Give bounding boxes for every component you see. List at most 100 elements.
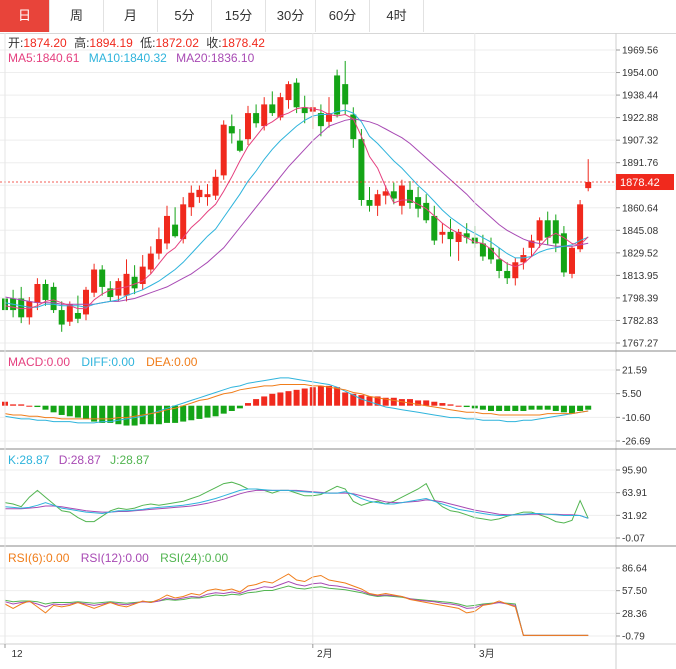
candle-body (585, 182, 592, 189)
tab-2[interactable]: 月 (104, 0, 158, 32)
macd-bar (83, 405, 89, 419)
tab-6[interactable]: 60分 (316, 0, 370, 32)
macd-bar (358, 395, 365, 406)
y-tick-label: 1969.56 (622, 46, 659, 57)
k-line (4, 488, 589, 519)
tab-7[interactable]: 4时 (370, 0, 424, 32)
y-tick-label: 86.64 (622, 564, 647, 575)
price-badge: 1878.42 (616, 174, 674, 191)
ma10-line (4, 109, 589, 308)
macd-bar (317, 385, 324, 406)
macd-bar (415, 400, 422, 406)
macd-bar (228, 405, 235, 411)
candle-body (504, 270, 511, 279)
macd-bar (58, 405, 65, 415)
rsi24-line (4, 585, 589, 636)
candle-body (204, 194, 211, 198)
candle-body (528, 240, 535, 248)
macd-bar (18, 404, 25, 406)
candle-body (463, 233, 470, 238)
macd-bar (496, 405, 503, 411)
tab-4[interactable]: 15分 (212, 0, 266, 32)
macd-bar (42, 405, 49, 410)
macd-bar (374, 396, 381, 406)
candle-body (34, 284, 41, 303)
candle-body (18, 298, 25, 318)
rsi-panel: 86.64 57.50 28.36 -0.79 (0, 564, 647, 643)
candle-body (569, 247, 575, 274)
macd-bar (131, 405, 138, 426)
candle-body (139, 266, 146, 285)
candle-body (407, 189, 413, 203)
period-tabs: 日周月 5分 15分 30分 60分 4时 (0, 0, 676, 34)
candle-body (544, 220, 551, 238)
tab-1[interactable]: 周 (50, 0, 104, 32)
y-tick-label: 28.36 (622, 609, 647, 620)
ma5-line (4, 106, 589, 310)
macd-bar (34, 405, 41, 408)
macd-bar (301, 388, 308, 406)
candle-body (99, 269, 106, 287)
macd-bar (577, 405, 584, 411)
candle-body (536, 220, 543, 241)
macd-bar (366, 396, 373, 406)
candle-body (188, 192, 195, 208)
macd-bar (147, 405, 154, 425)
macd-bar (479, 405, 486, 410)
candle-body (512, 262, 519, 279)
candle-body (577, 204, 584, 250)
macd-bar (180, 405, 187, 422)
macd-bar (212, 405, 219, 417)
candle-body (390, 191, 397, 199)
candle-body (560, 233, 567, 273)
y-tick-label: 1891.76 (622, 158, 659, 169)
macd-bar (261, 396, 268, 406)
candle-body (245, 113, 251, 140)
candle-body (415, 197, 422, 209)
y-tick-label: 1907.32 (622, 136, 659, 147)
tab-0[interactable]: 日 (0, 0, 50, 32)
y-tick-label: 63.91 (622, 488, 647, 499)
candle-body (50, 286, 57, 311)
candle-body (301, 107, 308, 114)
candle-body (180, 204, 187, 240)
candle-body (74, 312, 81, 319)
macd-bar (536, 405, 543, 410)
candle-body (439, 231, 446, 235)
grid (0, 33, 676, 669)
y-tick-label: 1922.88 (622, 113, 659, 124)
rsi6-line (4, 573, 589, 636)
macd-bar (342, 392, 349, 406)
macd-bar (569, 405, 575, 414)
macd-bar (552, 405, 559, 411)
macd-bar (196, 405, 203, 419)
macd-bar (107, 405, 114, 423)
diff-line (4, 377, 589, 424)
macd-bar (50, 405, 57, 413)
macd-bar (390, 397, 397, 406)
candle-body (261, 104, 268, 127)
tab-5[interactable]: 30分 (266, 0, 316, 32)
candle-body (26, 301, 33, 318)
candle-body (269, 104, 276, 114)
legend-ma: MA5:1840.61 MA10:1840.32 MA20:1836.10 (8, 51, 255, 65)
macd-bar (164, 405, 170, 423)
macd-bar (285, 391, 292, 406)
y-tick-label: 1954.00 (622, 68, 659, 79)
candle-body (552, 220, 559, 244)
macd-bar (560, 405, 567, 413)
macd-bar (204, 405, 211, 418)
macd-bar (520, 405, 527, 411)
y-tick-label: 1860.64 (622, 203, 659, 214)
macd-bar (512, 405, 519, 411)
tab-3[interactable]: 5分 (158, 0, 212, 32)
macd-bar (528, 405, 535, 410)
macd-bar (26, 405, 33, 407)
candle-body (455, 231, 462, 243)
macd-bar (277, 392, 284, 406)
candle-body (479, 243, 486, 257)
macd-bar (99, 405, 106, 423)
candle-body (342, 84, 349, 105)
macd-bar (455, 405, 462, 407)
chart-area: 1969.56 1954.00 1938.44 1922.88 1907.32 1891.… (0, 33, 676, 669)
